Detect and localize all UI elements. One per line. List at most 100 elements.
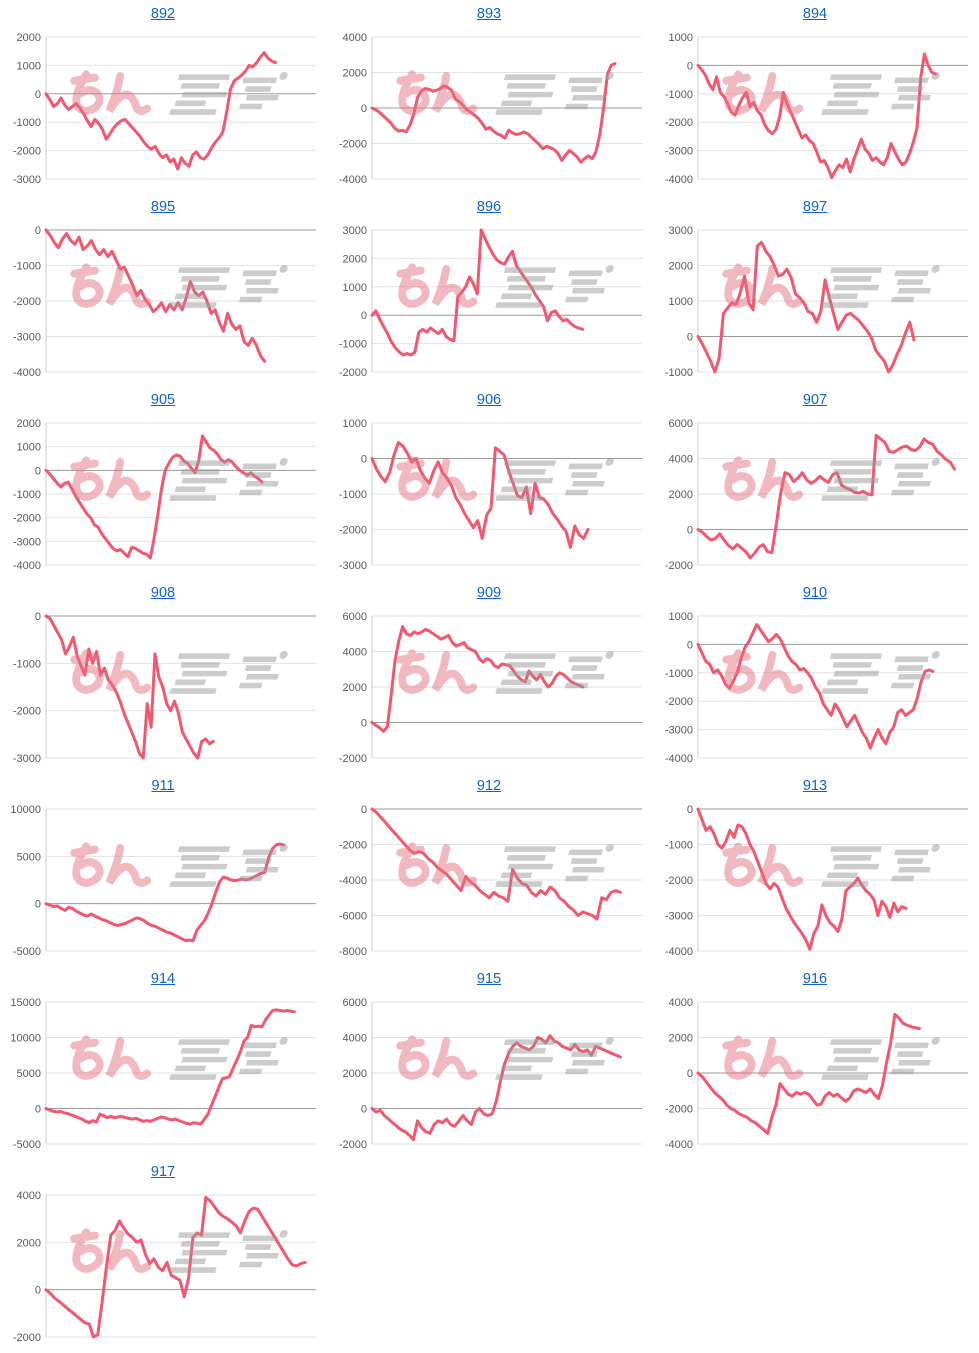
- chart-title-row: 916: [652, 967, 978, 993]
- chart-cell: 917 4000 2000 0 -2000: [0, 1160, 326, 1353]
- line-chart: 0 -1000 -2000 -3000 -4000: [0, 221, 322, 383]
- line-chart: 6000 4000 2000 0 -2000: [652, 414, 974, 576]
- chart-title-link[interactable]: 910: [802, 585, 828, 601]
- chart-cell: 910 1000 0 -1000 -2000 -3000 -4000: [652, 581, 978, 774]
- chart-title-link[interactable]: 893: [476, 6, 502, 22]
- svg-text:0: 0: [361, 454, 367, 466]
- chart-title-link[interactable]: 895: [150, 199, 176, 215]
- line-chart: 4000 2000 0 -2000 -4000: [652, 993, 974, 1155]
- chart-cell: 916 4000 2000 0 -2000 -4000: [652, 967, 978, 1160]
- chart-title-link[interactable]: 892: [150, 6, 176, 22]
- svg-text:-2000: -2000: [13, 513, 41, 525]
- svg-text:4000: 4000: [343, 1033, 367, 1045]
- line-chart: 10000 5000 0 -5000: [0, 800, 322, 962]
- chart-cell: 892 2000 1000 0 -1000 -2000 -3000: [0, 2, 326, 195]
- svg-text:-4000: -4000: [665, 753, 693, 765]
- svg-text:0: 0: [687, 60, 693, 72]
- chart-cell: 911 10000 5000 0 -5000: [0, 774, 326, 967]
- svg-text:-2000: -2000: [339, 840, 367, 852]
- svg-text:-3000: -3000: [665, 725, 693, 737]
- svg-text:5000: 5000: [17, 1068, 41, 1080]
- chart-title-link[interactable]: 905: [150, 392, 176, 408]
- chart-title-row: 906: [326, 388, 652, 414]
- chart-title-link[interactable]: 914: [150, 971, 176, 987]
- line-chart: 15000 10000 5000 0 -5000: [0, 993, 322, 1155]
- chart-title-row: 895: [0, 195, 326, 221]
- chart-title-link[interactable]: 916: [802, 971, 828, 987]
- line-chart: 2000 1000 0 -1000 -2000 -3000: [0, 28, 322, 190]
- svg-text:0: 0: [361, 718, 367, 730]
- svg-text:-1000: -1000: [665, 89, 693, 101]
- svg-text:-2000: -2000: [13, 1332, 41, 1344]
- chart-title-link[interactable]: 913: [802, 778, 828, 794]
- chart-plot-area: 0 -1000 -2000 -3000 -4000: [665, 804, 968, 958]
- svg-text:1000: 1000: [17, 442, 41, 454]
- svg-text:2000: 2000: [17, 418, 41, 430]
- svg-text:4000: 4000: [343, 647, 367, 659]
- chart-cell: 906 1000 0 -1000 -2000 -3000: [326, 388, 652, 581]
- svg-text:-3000: -3000: [665, 146, 693, 158]
- svg-text:-3000: -3000: [339, 560, 367, 572]
- svg-text:-3000: -3000: [13, 536, 41, 548]
- chart-title-link[interactable]: 896: [476, 199, 502, 215]
- chart-plot-area: 1000 0 -1000 -2000 -3000 -4000: [665, 611, 968, 765]
- svg-text:0: 0: [687, 1068, 693, 1080]
- svg-text:6000: 6000: [343, 997, 367, 1009]
- svg-text:0: 0: [361, 310, 367, 322]
- svg-text:0: 0: [687, 525, 693, 537]
- svg-text:1000: 1000: [17, 60, 41, 72]
- svg-text:-6000: -6000: [339, 911, 367, 923]
- svg-text:0: 0: [687, 332, 693, 344]
- chart-plot-area: 0 -1000 -2000 -3000: [13, 611, 316, 765]
- svg-text:-5000: -5000: [13, 1139, 41, 1151]
- line-chart: 6000 4000 2000 0 -2000: [326, 993, 648, 1155]
- chart-cell: 896 3000 2000 1000 0 -1000 -2000: [326, 195, 652, 388]
- svg-text:3000: 3000: [669, 225, 693, 237]
- chart-title-link[interactable]: 911: [151, 778, 175, 794]
- chart-cell: 913 0 -1000 -2000 -3000 -4000: [652, 774, 978, 967]
- chart-title-link[interactable]: 912: [476, 778, 502, 794]
- line-chart: 1000 0 -1000 -2000 -3000: [326, 414, 648, 576]
- chart-title-link[interactable]: 897: [802, 199, 828, 215]
- chart-plot-area: 10000 5000 0 -5000: [10, 804, 316, 958]
- svg-text:-3000: -3000: [13, 753, 41, 765]
- svg-text:-1000: -1000: [339, 339, 367, 351]
- chart-title-row: 910: [652, 581, 978, 607]
- svg-text:-2000: -2000: [339, 753, 367, 765]
- svg-text:-1000: -1000: [13, 261, 41, 273]
- chart-title-link[interactable]: 907: [802, 392, 828, 408]
- svg-text:1000: 1000: [343, 282, 367, 294]
- chart-title-link[interactable]: 894: [802, 6, 828, 22]
- svg-text:-2000: -2000: [13, 296, 41, 308]
- svg-text:15000: 15000: [10, 997, 41, 1009]
- svg-text:10000: 10000: [10, 804, 41, 816]
- line-chart: 3000 2000 1000 0 -1000: [652, 221, 974, 383]
- chart-title-link[interactable]: 906: [476, 392, 502, 408]
- svg-text:-2000: -2000: [665, 1104, 693, 1116]
- chart-cell: 893 4000 2000 0 -2000 -4000: [326, 2, 652, 195]
- chart-title-row: 912: [326, 774, 652, 800]
- chart-title-link[interactable]: 915: [476, 971, 502, 987]
- chart-title-row: 907: [652, 388, 978, 414]
- line-chart: 1000 0 -1000 -2000 -3000 -4000: [652, 28, 974, 190]
- chart-title-link[interactable]: 917: [150, 1164, 176, 1180]
- svg-text:0: 0: [35, 1285, 41, 1297]
- svg-text:-1000: -1000: [665, 668, 693, 680]
- chart-title-link[interactable]: 908: [150, 585, 176, 601]
- chart-cell: 905 2000 1000 0 -1000 -2000 -3000 -4000: [0, 388, 326, 581]
- svg-text:3000: 3000: [343, 225, 367, 237]
- svg-text:-2000: -2000: [665, 875, 693, 887]
- svg-text:0: 0: [35, 89, 41, 101]
- svg-text:-3000: -3000: [665, 911, 693, 923]
- svg-text:-2000: -2000: [665, 117, 693, 129]
- svg-text:-8000: -8000: [339, 946, 367, 958]
- svg-text:-4000: -4000: [339, 875, 367, 887]
- chart-title-row: 908: [0, 581, 326, 607]
- svg-text:-4000: -4000: [13, 560, 41, 572]
- svg-text:-4000: -4000: [665, 1139, 693, 1151]
- svg-text:0: 0: [361, 103, 367, 115]
- svg-text:0: 0: [35, 611, 41, 623]
- chart-title-row: 909: [326, 581, 652, 607]
- chart-plot-area: 6000 4000 2000 0 -2000: [339, 997, 642, 1151]
- chart-title-link[interactable]: 909: [476, 585, 502, 601]
